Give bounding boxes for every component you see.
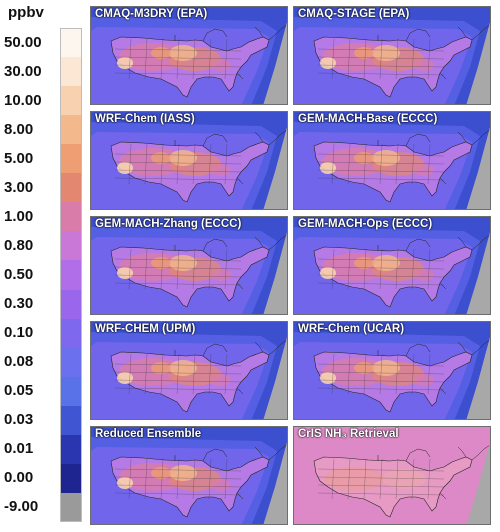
legend-swatch: [60, 405, 82, 436]
legend-swatch: [60, 434, 82, 465]
out-of-domain-area: [263, 22, 287, 104]
map-panel: WRF-Chem (UCAR): [293, 321, 491, 420]
land-outline: [313, 456, 473, 518]
legend-swatch: [60, 144, 82, 174]
legend-frame: [60, 28, 82, 522]
legend-swatch: [60, 492, 82, 523]
legend-label: 0.30: [4, 295, 34, 313]
legend-swatch: [60, 231, 82, 261]
legend-label: 10.00: [4, 91, 42, 109]
concentration-map: [294, 217, 490, 314]
panel-title: WRF-Chem (IASS): [95, 113, 195, 125]
legend-swatch: [60, 463, 82, 494]
out-of-domain-area: [466, 442, 490, 524]
concentration-map: [91, 322, 287, 419]
concentration-map: [91, 217, 287, 314]
panel-title: CrIS NH₃ Retrieval: [298, 428, 399, 440]
legend-label: 0.08: [4, 353, 34, 371]
legend-swatch: [60, 115, 82, 145]
legend-swatch: [60, 260, 82, 291]
map-panel: GEM-MACH-Zhang (ECCC): [90, 216, 288, 315]
legend-label: 0.80: [4, 236, 34, 254]
legend-label: 50.00: [4, 33, 42, 51]
concentration-map: [294, 7, 490, 104]
legend-label: 8.00: [4, 120, 34, 138]
legend-swatch: [60, 86, 82, 116]
map-panel: GEM-MACH-Ops (ECCC): [293, 216, 491, 315]
legend-swatch: [60, 202, 82, 232]
concentration-map: [294, 322, 490, 419]
map-panel: WRF-CHEM (UPM): [90, 321, 288, 420]
out-of-domain-area: [466, 337, 490, 419]
panel-title: GEM-MACH-Base (ECCC): [298, 113, 438, 125]
concentration-map: [91, 7, 287, 104]
legend-label: -9.00: [4, 498, 39, 516]
out-of-domain-area: [263, 232, 287, 314]
concentration-map: [91, 427, 287, 524]
panel-title: WRF-CHEM (UPM): [95, 323, 196, 335]
out-of-domain-area: [466, 22, 490, 104]
map-panel: Reduced Ensemble: [90, 426, 288, 525]
panel-title: WRF-Chem (UCAR): [298, 323, 405, 335]
color-legend: ppbv 50.00 30.00 10.00 8.00 5.00 3.00 1.00 0.80…: [0, 0, 85, 532]
legend-swatch: [60, 376, 82, 407]
panel-title: Reduced Ensemble: [95, 428, 202, 440]
legend-label: 0.01: [4, 440, 34, 458]
legend-swatch: [60, 173, 82, 203]
map-panel: CMAQ-STAGE (EPA): [293, 6, 491, 105]
legend-label: 0.10: [4, 324, 34, 342]
legend-swatch: [60, 28, 82, 58]
legend-swatch: [60, 318, 82, 349]
out-of-domain-area: [466, 232, 490, 314]
panel-title: GEM-MACH-Zhang (ECCC): [95, 218, 242, 230]
legend-label: 0.05: [4, 382, 34, 400]
legend-label: 3.00: [4, 178, 34, 196]
map-panel: WRF-Chem (IASS): [90, 111, 288, 210]
out-of-domain-area: [263, 127, 287, 209]
concentration-map: [294, 427, 490, 524]
out-of-domain-area: [263, 337, 287, 419]
out-of-domain-area: [263, 442, 287, 524]
concentration-map: [294, 112, 490, 209]
legend-label: 0.03: [4, 411, 34, 429]
panel-title: GEM-MACH-Ops (ECCC): [298, 218, 433, 230]
legend-label: 0.50: [4, 266, 34, 283]
legend-label: 1.00: [4, 207, 34, 225]
map-panel: CMAQ-M3DRY (EPA): [90, 6, 288, 105]
legend-swatch: [60, 347, 82, 378]
panel-title: CMAQ-M3DRY (EPA): [95, 8, 208, 20]
map-panel-grid: CMAQ-M3DRY (EPA) CMAQ-STAGE (EPA) WRF-Chem…: [86, 0, 500, 532]
legend-swatch: [60, 289, 82, 320]
legend-label: 0.00: [4, 469, 34, 487]
panel-title: CMAQ-STAGE (EPA): [298, 8, 410, 20]
legend-unit: ppbv: [8, 4, 44, 21]
map-panel: CrIS NH₃ Retrieval: [293, 426, 491, 525]
out-of-domain-area: [466, 127, 490, 209]
legend-label: 5.00: [4, 149, 34, 167]
map-panel: GEM-MACH-Base (ECCC): [293, 111, 491, 210]
legend-label: 30.00: [4, 62, 42, 80]
legend-swatch: [60, 57, 82, 87]
concentration-map: [91, 112, 287, 209]
